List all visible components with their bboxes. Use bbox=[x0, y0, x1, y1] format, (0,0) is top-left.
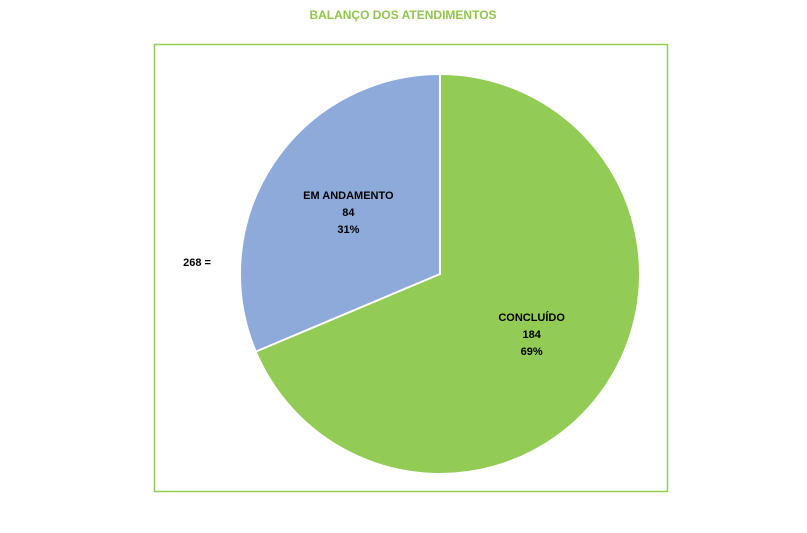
pie-slice bbox=[239, 72, 441, 353]
slice-percent: 69% bbox=[521, 346, 543, 358]
slice-value: 184 bbox=[522, 329, 541, 341]
slice-label: CONCLUÍDO bbox=[498, 311, 565, 324]
slice-label: EM ANDAMENTO bbox=[303, 190, 394, 202]
annotation: 268 = bbox=[183, 257, 211, 269]
chart-title: BALANÇO DOS ATENDIMENTOS bbox=[309, 8, 496, 22]
pie-slice bbox=[254, 72, 641, 475]
slice-percent: 31% bbox=[337, 224, 359, 236]
slice-value: 84 bbox=[342, 207, 355, 219]
plot-border bbox=[153, 43, 669, 493]
